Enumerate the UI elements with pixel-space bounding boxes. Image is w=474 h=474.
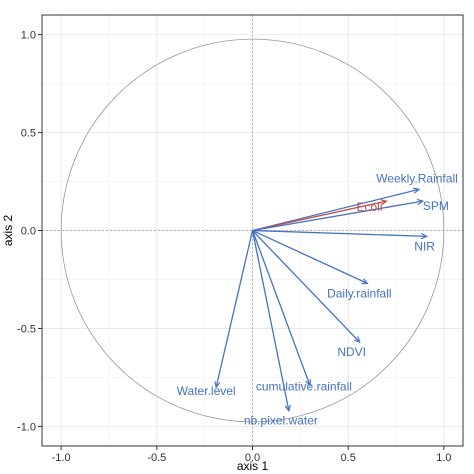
arrowhead-nir xyxy=(420,233,429,240)
axis-ticks: -1.0 -0.5 0.0 0.5 1.0 -1.0 -0.5 0.0 0.5 1.0 xyxy=(17,30,451,464)
arrowhead-ecoli xyxy=(380,199,388,206)
y-axis-title: axis 2 xyxy=(1,215,15,247)
vector-label-water-level: Water.level xyxy=(177,384,236,398)
variable-vectors xyxy=(214,187,429,413)
vector-nir xyxy=(252,229,427,238)
vector-spm xyxy=(252,200,423,232)
vector-label-ecoli: Ecoli xyxy=(356,200,382,214)
vector-label-nb-pixel-water: nb.pixel.water xyxy=(244,414,318,428)
arrowhead-water-level xyxy=(214,381,221,389)
y-tick-label: 1.0 xyxy=(21,30,36,42)
x-tick-label: 0.0 xyxy=(245,452,260,464)
y-tick-label: 0.0 xyxy=(21,226,36,238)
vector-water-level xyxy=(215,230,254,388)
vector-label-nir: NIR xyxy=(414,239,435,253)
vector-weekly-rainfall xyxy=(252,188,420,232)
vector-label-spm: SPM xyxy=(423,199,449,213)
arrowhead-daily-rainfall xyxy=(361,278,369,285)
y-tick-label: -1.0 xyxy=(17,421,36,433)
arrowhead-ndvi xyxy=(353,336,361,344)
vector-label-cumulative-rainfall: cumulative.rainfall xyxy=(256,379,352,393)
vector-cumulative-rainfall xyxy=(251,230,311,386)
vector-label-daily-rainfall: Daily.rainfall xyxy=(327,286,391,300)
plot-border xyxy=(41,14,464,447)
arrowhead-spm xyxy=(416,198,425,206)
y-tick-label: 0.5 xyxy=(21,128,36,140)
vector-ndvi xyxy=(252,230,361,343)
vector-label-weekly-rainfall: Weekly.Rainfall xyxy=(376,171,458,185)
arrowhead-nb-pixel-water xyxy=(284,404,291,413)
x-tick-label: 0.5 xyxy=(341,452,356,464)
x-axis-title: axis 1 xyxy=(237,459,269,473)
y-tick-label: -0.5 xyxy=(17,323,36,335)
unit-circle xyxy=(60,38,445,423)
vector-label-ndvi: NDVI xyxy=(337,345,366,359)
x-tick-label: -0.5 xyxy=(147,452,166,464)
vector-nb-pixel-water xyxy=(251,230,290,411)
vector-daily-rainfall xyxy=(252,229,368,284)
vector-labels: Weekly.Rainfall Ecoli SPM NIR Daily.rainfall… xyxy=(177,171,458,427)
arrowhead-weekly-rainfall xyxy=(412,187,421,194)
x-tick-label: 1.0 xyxy=(436,452,451,464)
arrowhead-cumulative-rainfall xyxy=(305,379,312,387)
vector-ecoli xyxy=(252,200,387,232)
x-tick-label: -1.0 xyxy=(52,452,71,464)
